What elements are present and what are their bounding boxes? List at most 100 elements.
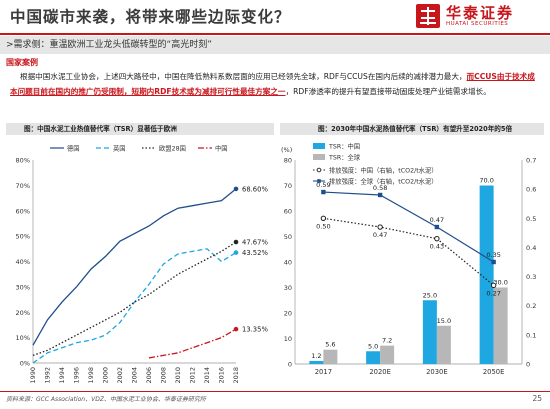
subheader-bar: >需求侧：重温欧洲工业龙头低碳转型的“高光时刻” bbox=[0, 36, 550, 54]
bar-value-label: 5.0 bbox=[368, 342, 378, 350]
line-value-label: 0.58 bbox=[373, 184, 387, 192]
page-title: 中国碳市来袭，将带来哪些边际变化？ bbox=[10, 7, 291, 26]
y-tick-label: 10 bbox=[284, 335, 292, 343]
bar-value-label: 7.2 bbox=[382, 337, 392, 345]
line-marker bbox=[434, 235, 440, 242]
line-value-label: 0.59 bbox=[316, 181, 330, 189]
x-tick-label: 2017 bbox=[315, 368, 332, 376]
y-tick-label: 30 bbox=[284, 284, 292, 292]
legend-label: 排放强度：全球（右轴，tCO2/t水泥） bbox=[329, 176, 438, 185]
y-tick-label: 60% bbox=[16, 207, 30, 215]
data-label: 68.60% bbox=[242, 185, 268, 193]
footer-divider bbox=[0, 391, 550, 392]
data-label: 13.35% bbox=[242, 326, 268, 334]
bar bbox=[422, 300, 437, 364]
tsr-line-chart: 0% 10% 20% 30% 40% 50% 60% 70% 80% 1990 1992 1994 19… bbox=[16, 144, 269, 384]
y-tick-label: 20% bbox=[16, 309, 30, 317]
x-tick-label: 1994 bbox=[58, 367, 66, 384]
x-tick-label: 2050E bbox=[483, 368, 505, 376]
y-tick-label: 20 bbox=[284, 310, 292, 318]
line-marker bbox=[321, 189, 326, 195]
y2-tick-label: 0.4 bbox=[526, 244, 536, 252]
line-marker bbox=[490, 282, 497, 289]
series-end-marker bbox=[233, 326, 239, 332]
legend-label: 欧盟28国 bbox=[159, 144, 186, 153]
x-tick-label: 1996 bbox=[73, 367, 81, 384]
series-end-marker bbox=[233, 239, 239, 245]
y2-tick-label: 0.6 bbox=[526, 186, 536, 194]
x-tick-label: 2012 bbox=[189, 367, 197, 384]
line-value-label: 0.50 bbox=[316, 222, 330, 230]
y-tick-label: 30% bbox=[16, 283, 30, 291]
bar-value-label: 5.6 bbox=[325, 341, 335, 349]
x-tick-label: 2000 bbox=[102, 367, 110, 384]
logo-mark-icon bbox=[416, 4, 440, 28]
x-tick-label: 2010 bbox=[174, 367, 182, 384]
bar bbox=[493, 287, 508, 364]
legend-label: TSR：全球 bbox=[328, 152, 361, 161]
series-end-marker bbox=[233, 186, 239, 192]
y2-tick-label: 0.3 bbox=[526, 273, 536, 281]
y-tick-label: 50% bbox=[16, 233, 30, 241]
bar-value-label: 25.0 bbox=[423, 291, 437, 299]
y2-tick-label: 0.7 bbox=[526, 157, 536, 165]
y-tick-label: 80 bbox=[284, 157, 292, 165]
y2-tick-label: 0 bbox=[526, 361, 530, 369]
line-marker bbox=[491, 259, 496, 265]
bar bbox=[380, 345, 395, 364]
x-tick-label: 2002 bbox=[116, 367, 124, 384]
bar bbox=[309, 360, 324, 364]
x-tick-label: 2016 bbox=[218, 367, 226, 384]
y-tick-label: 50 bbox=[284, 233, 292, 241]
y-tick-label: 60 bbox=[284, 208, 292, 216]
series-end-marker bbox=[233, 250, 239, 255]
legend-swatch bbox=[313, 154, 325, 160]
line-value-label: 0.35 bbox=[486, 251, 500, 259]
para-text-2: ，RDF渗透率的提升有望直接带动固废处理产业链需求增长。 bbox=[285, 87, 491, 96]
legend-marker bbox=[317, 179, 321, 183]
series-line bbox=[32, 248, 237, 364]
data-label: 47.67% bbox=[242, 239, 268, 247]
line-value-label: 0.27 bbox=[486, 289, 500, 297]
legend-label: 中国 bbox=[215, 144, 228, 153]
x-tick-label: 2006 bbox=[145, 367, 153, 384]
y-axis-unit: (%) bbox=[281, 146, 292, 154]
logo-subtext: HUATAI SECURITIES bbox=[446, 21, 509, 27]
series-line bbox=[32, 241, 237, 357]
x-tick-label: 2004 bbox=[131, 367, 139, 384]
legend-label: 排放强度：中国（右轴，tCO2/t水泥） bbox=[329, 165, 438, 174]
y2-tick-label: 0.2 bbox=[526, 302, 536, 310]
y-tick-label: 40% bbox=[16, 258, 30, 266]
line-marker bbox=[434, 224, 440, 230]
page-number: 25 bbox=[532, 394, 542, 403]
data-label: 43.52% bbox=[242, 249, 268, 257]
y-tick-label: 70% bbox=[16, 182, 30, 190]
left-chart-title: 图：中国水泥工业热值替代率（TSR）显著低于欧洲 bbox=[6, 123, 274, 135]
y2-tick-label: 0.5 bbox=[526, 215, 536, 223]
legend-marker bbox=[316, 167, 322, 173]
bar-value-label: 30.0 bbox=[493, 279, 507, 287]
y-tick-label: 70 bbox=[284, 182, 292, 190]
series-line bbox=[323, 191, 494, 263]
x-tick-label: 2030E bbox=[426, 368, 448, 376]
line-value-label: 0.43 bbox=[430, 243, 444, 251]
series-line bbox=[323, 217, 495, 286]
bar-value-label: 70.0 bbox=[479, 177, 493, 185]
bar-value-label: 1.2 bbox=[311, 352, 321, 360]
bar-value-label: 15.0 bbox=[437, 317, 451, 325]
x-tick-label: 1990 bbox=[29, 367, 37, 384]
y2-tick-label: 0.1 bbox=[526, 331, 536, 339]
line-value-label: 0.47 bbox=[373, 231, 387, 239]
y-tick-label: 80% bbox=[16, 157, 30, 165]
legend-swatch bbox=[313, 143, 325, 149]
y-tick-label: 10% bbox=[16, 334, 30, 342]
x-tick-label: 2020E bbox=[369, 368, 391, 376]
header-divider bbox=[0, 33, 550, 35]
bar bbox=[436, 325, 451, 364]
x-tick-label: 1992 bbox=[44, 367, 52, 384]
bar bbox=[479, 185, 494, 364]
section-label: 国家案例 bbox=[6, 58, 38, 67]
right-chart-title: 图：2030年中国水泥热值替代率（TSR）有望升至2020年的5倍 bbox=[280, 123, 544, 135]
x-tick-label: 1998 bbox=[87, 367, 95, 384]
source-note: 资料来源：GCC Association、VDZ、中国水泥工业协会、华泰证券研究… bbox=[6, 396, 206, 403]
